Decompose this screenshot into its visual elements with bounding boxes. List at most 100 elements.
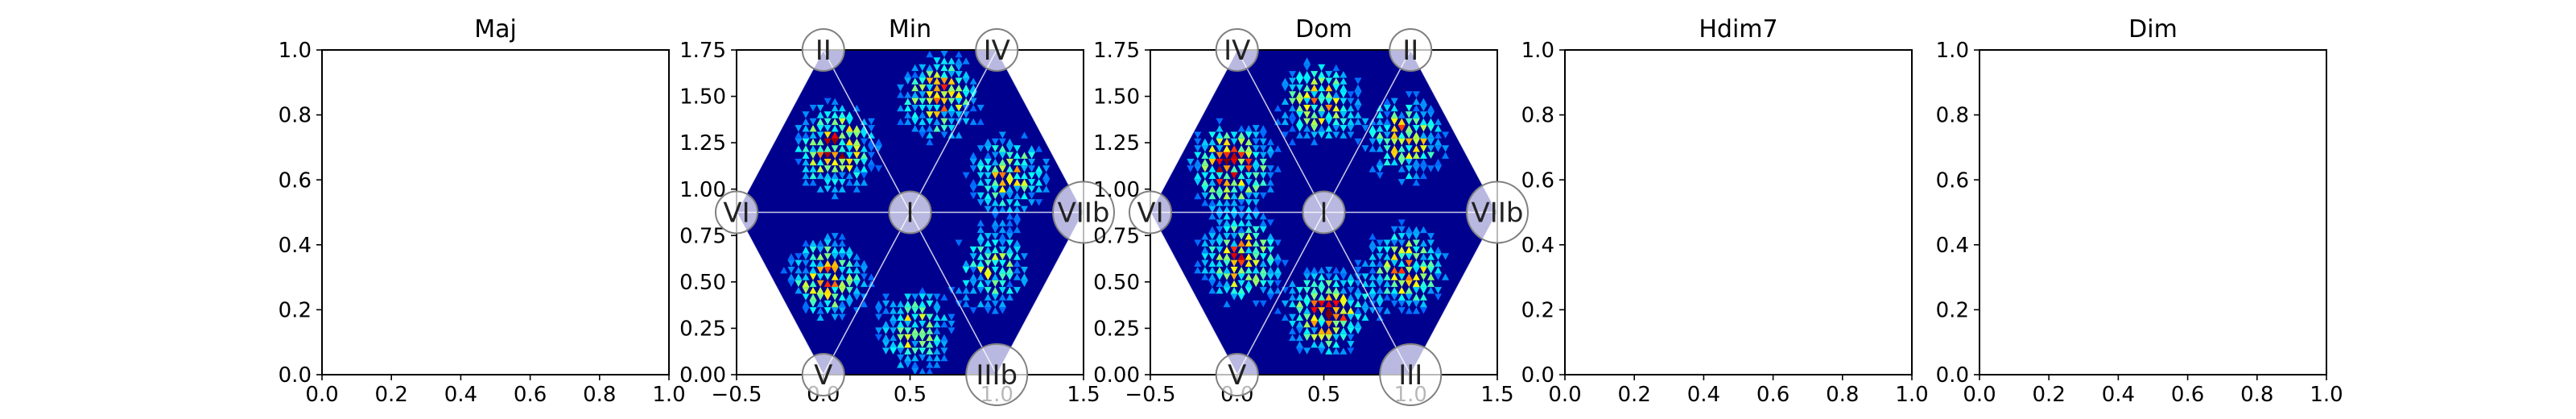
heat-cell [809,280,817,288]
heat-cell [1383,246,1391,254]
heat-cell [1303,131,1311,139]
heat-cell [1426,131,1435,139]
heat-cell [1245,185,1253,193]
heat-cell [904,347,912,355]
heat-cell [1311,273,1319,280]
heat-cell [852,172,861,180]
heat-cell [1390,233,1398,240]
heat-cell [998,300,1006,308]
heat-cell [1274,105,1282,112]
heat-cell [1296,327,1304,334]
heat-cell [1340,313,1348,321]
heat-cell [976,226,985,234]
heat-cell [1201,172,1209,180]
heat-cell [1208,233,1216,240]
heat-cell [1405,307,1413,314]
heat-cell [1419,307,1427,314]
heat-cell [1021,131,1028,139]
heat-cell [816,307,824,314]
heat-cell [933,354,941,362]
heat-cell [911,341,919,348]
heat-cell [795,131,803,139]
heat-cell [991,267,999,274]
heat-cell [984,233,992,240]
subplot-0: Maj 0.0 0.2 0.4 0.6 0.8 1.0 0.0 0.2 0.4 0.6 0.8 1.0 [279,15,686,407]
heat-cell [1296,111,1304,118]
heat-cell [984,239,992,247]
heat-cell [991,253,999,260]
heat-cell [852,179,861,186]
heat-cell [852,293,861,301]
heat-cell [904,354,912,362]
heat-cell [1376,307,1384,314]
heat-cell [875,300,882,308]
heat-cell [940,97,948,105]
heat-cell [824,151,832,159]
heat-cell [1028,145,1036,152]
heat-cell [1296,91,1304,98]
heat-cell [1303,273,1311,280]
heat-cell [1223,246,1231,254]
heat-cell [838,246,846,254]
heat-cell [1332,118,1340,126]
heat-cell [926,138,934,146]
heat-cell [1405,246,1413,254]
heat-cell [1412,131,1420,139]
heat-cell [1376,246,1384,254]
heat-cell [933,57,941,64]
x-tick-label: 1.0 [1895,383,1928,407]
heat-cell [1028,165,1036,172]
heat-cell [1435,145,1442,152]
heat-cell [984,300,992,308]
heat-cell [955,64,963,72]
heat-cell [1005,233,1013,240]
heat-cell [1340,287,1348,294]
y-tick-label: 1.50 [679,85,726,110]
heat-cell [1013,185,1021,193]
heat-cell [845,118,853,126]
heat-cell [824,280,832,288]
subplot-title: Dom [1295,15,1352,44]
heat-cell [831,307,839,314]
heat-cell [1390,273,1398,280]
heat-cell [1412,118,1420,126]
heat-cell [824,145,832,152]
heat-cell [1318,313,1326,321]
heat-cell [795,253,803,260]
heat-cell [1252,239,1260,247]
heat-cell [1274,267,1282,274]
heat-cell [1208,246,1216,254]
heat-cell [1005,151,1013,159]
node-circle [1466,180,1529,244]
heat-cell [1223,131,1231,139]
heat-cell [1347,334,1355,342]
heat-cell [1252,165,1260,172]
heat-cell [1208,253,1216,260]
heat-cell [1013,145,1021,152]
heat-cell [802,138,810,146]
heat-cell [1311,300,1319,308]
heat-cell [1245,192,1253,200]
heat-cell [1013,267,1021,274]
heat-cell [1405,300,1413,308]
heat-cell [824,138,832,146]
heat-cell [904,293,912,301]
heat-cell [882,347,890,355]
heat-cell [1005,219,1013,226]
heat-cell [1376,172,1384,180]
node-circle [801,353,845,396]
heat-cell [1419,246,1427,254]
heat-cell [911,77,919,85]
heat-cell [1021,205,1028,213]
heat-cell [1237,239,1245,247]
heat-cell [787,259,795,267]
y-tick-label: 0.4 [1936,234,1969,258]
heat-cell [816,259,824,267]
heat-cell [1005,185,1013,193]
heat-cell [1368,253,1377,260]
node-label: V [1228,359,1246,392]
heat-cell [998,280,1006,288]
heat-cell [1005,246,1013,254]
heat-cell [1383,97,1391,105]
y-tick-label: 1.00 [679,178,726,202]
